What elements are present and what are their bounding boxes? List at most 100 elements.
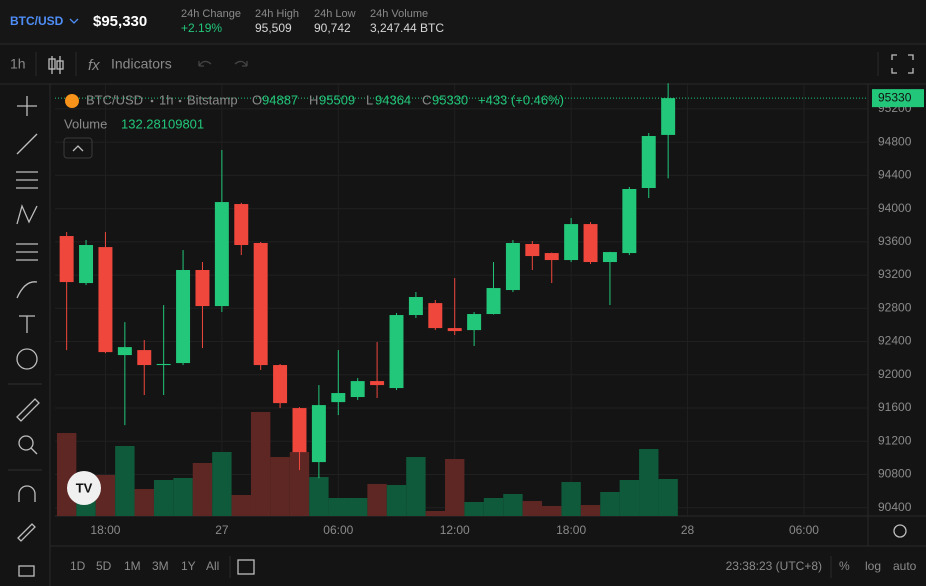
candle-body [389, 315, 404, 389]
legend-symbol: BTC/USD [86, 92, 143, 107]
zoom-tool[interactable] [18, 435, 34, 451]
x-tick-label: 06:00 [789, 523, 819, 537]
volume-bar [503, 493, 523, 516]
stat-value: +2.19% [181, 21, 222, 35]
dot [178, 99, 182, 103]
volume-bar [639, 449, 659, 516]
top-bar [0, 0, 926, 44]
volume-bar [367, 484, 387, 516]
range-button[interactable]: 1D [70, 559, 86, 573]
range-button[interactable]: 1M [124, 559, 141, 573]
crosshair-tool[interactable] [17, 96, 37, 116]
volume-bar [347, 497, 368, 516]
tv-logo[interactable] [67, 471, 101, 505]
candle-body [447, 328, 462, 332]
legend-change: +433 (+0.46%) [478, 92, 564, 107]
candle-body [486, 288, 501, 315]
candle-body [311, 405, 326, 463]
stat-label: 24h High [255, 8, 299, 20]
collapse-button[interactable] [63, 137, 93, 159]
redo[interactable] [234, 60, 248, 67]
settings[interactable] [893, 524, 907, 538]
volume-bar [619, 480, 640, 516]
collapse-icon[interactable] [72, 145, 84, 152]
candle-body [641, 136, 656, 189]
y-tick-label: 93200 [878, 267, 912, 281]
volume-bar [561, 481, 581, 516]
date-range[interactable] [237, 559, 255, 575]
candle-body [583, 224, 598, 263]
interval-button[interactable]: 1h [10, 56, 26, 72]
coin-icon [65, 94, 79, 108]
candle-body [544, 253, 559, 261]
candle-body [622, 189, 637, 254]
fib-tool[interactable] [16, 171, 38, 189]
x-tick-label: 28 [681, 523, 695, 537]
lock-drawing[interactable] [17, 523, 36, 542]
brush-tool[interactable] [16, 281, 38, 299]
candle-body [156, 363, 171, 366]
y-tick-label: 91600 [878, 400, 912, 414]
stat-value: 90,742 [314, 21, 351, 35]
legend-l: L [366, 92, 373, 107]
range-button[interactable]: 5D [96, 559, 112, 573]
ruler-tool[interactable] [16, 398, 40, 422]
indicators-button[interactable]: Indicators [111, 56, 172, 72]
candle-body [253, 243, 268, 366]
candle-body [59, 236, 74, 283]
x-tick-label: 18:00 [90, 523, 120, 537]
lock-tool[interactable] [18, 565, 35, 577]
volume-bar [289, 452, 310, 516]
magnet-tool[interactable] [18, 485, 36, 502]
chevron[interactable] [69, 18, 79, 24]
candle-body [292, 408, 307, 453]
range-button[interactable]: 3M [152, 559, 169, 573]
candle-body [467, 314, 482, 331]
pair-selector[interactable]: BTC/USD [10, 14, 64, 28]
y-tick-label: 92000 [878, 367, 912, 381]
projection-tool[interactable] [16, 243, 38, 261]
y-tick-label: 94800 [878, 134, 912, 148]
volume-bar [483, 497, 504, 516]
log-toggle[interactable]: log [865, 559, 881, 573]
undo[interactable] [198, 60, 212, 67]
dot [150, 99, 154, 103]
volume-bar [386, 485, 407, 516]
candle-type-button[interactable] [48, 56, 64, 74]
range-button[interactable]: 1Y [181, 559, 196, 573]
y-tick-label: 94400 [878, 168, 912, 182]
legend-h: H [309, 92, 318, 107]
auto-toggle[interactable]: auto [893, 559, 917, 573]
candle-body [408, 297, 423, 316]
candle-body [525, 244, 540, 257]
text-tool[interactable] [19, 315, 35, 333]
candle-body [214, 202, 229, 307]
fullscreen[interactable] [891, 54, 914, 74]
volume-bar [153, 480, 174, 516]
volume-bar [328, 497, 348, 516]
candle-body [661, 98, 676, 135]
last-price-tag [872, 89, 924, 108]
candle-body [137, 350, 152, 366]
candle-body [273, 365, 288, 404]
percent-toggle[interactable]: % [839, 559, 850, 573]
legend-volume-label: Volume [64, 116, 107, 131]
candle-body [505, 243, 520, 291]
line-tool[interactable] [16, 133, 38, 155]
range-button[interactable]: All [206, 559, 219, 573]
pattern-tool[interactable] [16, 204, 38, 225]
candle-body [98, 247, 113, 353]
volume-bar [134, 489, 154, 516]
fx-icon[interactable]: fx [88, 57, 100, 74]
candles [59, 83, 676, 479]
x-tick-label: 06:00 [323, 523, 353, 537]
candle-body [331, 393, 346, 403]
candle-body [234, 204, 249, 246]
candle-body [428, 303, 443, 329]
y-tick-label: 92400 [878, 334, 912, 348]
volume-bar [425, 510, 446, 516]
volume-bar [173, 477, 193, 516]
emoji-tool[interactable] [16, 348, 38, 370]
